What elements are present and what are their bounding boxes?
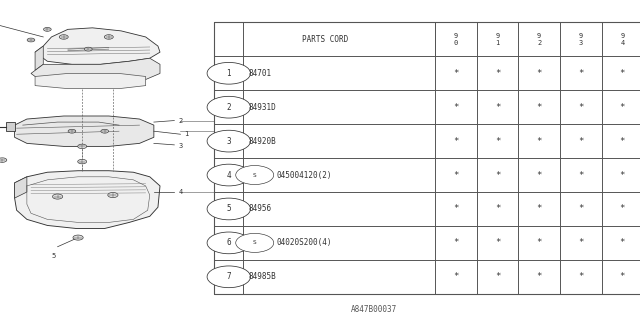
Circle shape <box>0 158 7 162</box>
Text: S: S <box>253 240 257 245</box>
Polygon shape <box>15 171 160 228</box>
Text: *: * <box>578 204 584 213</box>
Text: *: * <box>453 69 459 78</box>
Text: 9: 9 <box>579 33 583 38</box>
Circle shape <box>207 266 250 288</box>
Text: *: * <box>495 103 500 112</box>
Polygon shape <box>15 177 27 198</box>
Text: PARTS CORD: PARTS CORD <box>301 35 348 44</box>
Circle shape <box>68 129 76 133</box>
Text: 9: 9 <box>495 33 500 38</box>
Circle shape <box>207 62 250 84</box>
Text: *: * <box>536 103 542 112</box>
Text: 84931D: 84931D <box>248 103 276 112</box>
Text: *: * <box>495 204 500 213</box>
Text: 3: 3 <box>227 137 231 146</box>
Circle shape <box>207 130 250 152</box>
Text: *: * <box>578 137 584 146</box>
Text: 0: 0 <box>454 40 458 46</box>
Circle shape <box>77 144 86 148</box>
Text: 1: 1 <box>227 69 231 78</box>
Text: 9: 9 <box>620 33 625 38</box>
Text: 84701: 84701 <box>248 69 271 78</box>
Text: *: * <box>495 238 500 247</box>
Text: *: * <box>536 204 542 213</box>
Text: 7: 7 <box>227 272 231 281</box>
Text: *: * <box>453 103 459 112</box>
Text: *: * <box>620 171 625 180</box>
Text: *: * <box>536 238 542 247</box>
Text: *: * <box>578 103 584 112</box>
Text: 3: 3 <box>179 143 182 149</box>
Circle shape <box>44 28 51 31</box>
Text: *: * <box>620 103 625 112</box>
Text: 4: 4 <box>179 189 182 195</box>
Circle shape <box>60 35 68 39</box>
Text: *: * <box>495 171 500 180</box>
Circle shape <box>207 96 250 118</box>
Text: *: * <box>453 204 459 213</box>
Text: *: * <box>453 171 459 180</box>
Text: S: S <box>253 172 257 178</box>
Text: 6: 6 <box>227 238 231 247</box>
Text: *: * <box>578 69 584 78</box>
Polygon shape <box>35 73 146 89</box>
Polygon shape <box>6 122 15 131</box>
Text: 9: 9 <box>537 33 541 38</box>
Circle shape <box>73 235 83 240</box>
Text: 5: 5 <box>227 204 231 213</box>
Circle shape <box>207 198 250 220</box>
Text: 9: 9 <box>454 33 458 38</box>
Text: *: * <box>578 238 584 247</box>
Text: *: * <box>578 272 584 281</box>
Circle shape <box>77 159 86 164</box>
Text: *: * <box>620 137 625 146</box>
Text: *: * <box>536 272 542 281</box>
Circle shape <box>52 194 63 199</box>
Text: *: * <box>620 204 625 213</box>
Circle shape <box>84 47 92 51</box>
Text: 84920B: 84920B <box>248 137 276 146</box>
Text: 045004120(2): 045004120(2) <box>276 171 332 180</box>
Text: 3: 3 <box>579 40 583 46</box>
Text: *: * <box>536 171 542 180</box>
Text: 1: 1 <box>495 40 500 46</box>
Text: *: * <box>536 137 542 146</box>
Text: 04020S200(4): 04020S200(4) <box>276 238 332 247</box>
Circle shape <box>108 192 118 197</box>
Text: *: * <box>453 272 459 281</box>
Circle shape <box>104 35 113 39</box>
Text: *: * <box>620 272 625 281</box>
Text: 5: 5 <box>51 253 56 259</box>
Polygon shape <box>35 28 160 64</box>
Bar <box>214 22 640 294</box>
Text: *: * <box>495 272 500 281</box>
Polygon shape <box>35 46 44 70</box>
Text: 2: 2 <box>227 103 231 112</box>
Circle shape <box>101 129 109 133</box>
Text: *: * <box>578 171 584 180</box>
Circle shape <box>236 165 274 185</box>
Text: 2: 2 <box>179 117 182 124</box>
Polygon shape <box>15 116 154 147</box>
Text: *: * <box>495 137 500 146</box>
Text: 4: 4 <box>620 40 625 46</box>
Text: 1: 1 <box>184 131 189 137</box>
Text: *: * <box>536 69 542 78</box>
Text: 84985B: 84985B <box>248 272 276 281</box>
Circle shape <box>207 164 250 186</box>
Polygon shape <box>31 58 160 83</box>
Text: *: * <box>453 137 459 146</box>
Text: 4: 4 <box>227 171 231 180</box>
Circle shape <box>207 232 250 254</box>
Text: *: * <box>495 69 500 78</box>
Text: *: * <box>453 238 459 247</box>
Text: 2: 2 <box>537 40 541 46</box>
Circle shape <box>27 38 35 42</box>
Circle shape <box>236 233 274 252</box>
Text: A847B00037: A847B00037 <box>351 305 397 314</box>
Text: *: * <box>620 69 625 78</box>
Text: *: * <box>620 238 625 247</box>
Text: 84956: 84956 <box>248 204 271 213</box>
